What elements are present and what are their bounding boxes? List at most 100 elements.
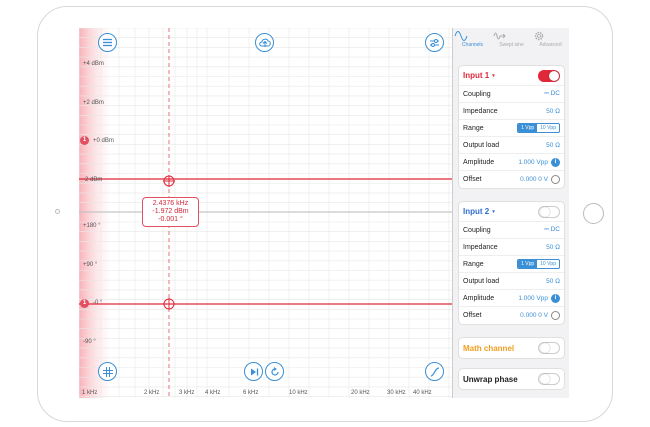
- info-icon[interactable]: i: [551, 293, 560, 303]
- range-option-10vpp[interactable]: 10 Vpp: [540, 125, 556, 131]
- input1-card: Input 1 ▾ Coupling ⎓ DC Impedance 50 Ω R…: [458, 65, 565, 189]
- math-channel-toggle[interactable]: [538, 342, 560, 354]
- input2-title: Input 2: [463, 207, 490, 216]
- gear-icon: [534, 31, 543, 41]
- input2-impedance-row[interactable]: Impedance 50 Ω: [459, 239, 564, 256]
- channel1-phase-marker[interactable]: 1: [80, 299, 89, 308]
- unwrap-phase-row[interactable]: Unwrap phase: [459, 369, 564, 389]
- input1-header[interactable]: Input 1 ▾: [459, 66, 564, 86]
- input2-offset-row[interactable]: Offset 0.000 0 V: [459, 307, 564, 324]
- range-label: Range: [463, 260, 484, 268]
- output-load-label: Output load: [463, 141, 500, 149]
- input2-amplitude-row[interactable]: Amplitude 1.000 Vpp i: [459, 290, 564, 307]
- range-segmented-control: 1 Vpp 10 Vpp: [517, 259, 560, 269]
- output-load-value: 50 Ω: [546, 277, 560, 285]
- coupling-value: ⎓ DC: [544, 226, 560, 233]
- impedance-label: Impedance: [463, 243, 498, 251]
- camera-dot: [55, 209, 60, 214]
- impedance-label: Impedance: [463, 107, 498, 115]
- input1-toggle[interactable]: [538, 69, 560, 82]
- coupling-label: Coupling: [463, 226, 491, 234]
- grid-icon: [102, 366, 113, 377]
- dc-icon: ⎓: [544, 91, 551, 97]
- menu-button[interactable]: [98, 33, 117, 52]
- autoscale-button[interactable]: [425, 362, 444, 381]
- offset-label: Offset: [463, 312, 482, 319]
- crosshair-bottom: [163, 298, 175, 310]
- cloud-upload-icon: [258, 38, 271, 47]
- x-axis-label: 10 kHz: [289, 390, 308, 396]
- x-axis-label: 2 kHz: [144, 390, 160, 396]
- output-load-label: Output load: [463, 277, 500, 285]
- settings-sliders-button[interactable]: [425, 33, 444, 52]
- input1-offset-row[interactable]: Offset 0.000 0 V: [459, 171, 564, 188]
- x-axis-label: 6 kHz: [243, 390, 259, 396]
- y-axis-label: +0 dBm: [93, 138, 114, 144]
- math-channel-card: Math channel: [458, 337, 565, 359]
- range-label: Range: [463, 124, 484, 132]
- x-axis-label: 1 kHz: [82, 390, 98, 396]
- y-axis-label: +180 °: [83, 223, 101, 229]
- plot-area[interactable]: +4 dBm +2 dBm +0 dBm -2 dBm +180 ° +90 °…: [79, 28, 452, 398]
- swept-sine-icon: [493, 32, 506, 40]
- info-icon[interactable]: i: [551, 157, 560, 167]
- gear-icon[interactable]: [551, 175, 560, 184]
- input1-amplitude-row[interactable]: Amplitude 1.000 Vpp i: [459, 154, 564, 171]
- chevron-down-icon: ▾: [492, 72, 495, 79]
- sine-wave-icon: [454, 31, 467, 41]
- y-axis-label: +4 dBm: [83, 61, 104, 67]
- input1-title: Input 1: [463, 71, 490, 80]
- cloud-upload-button[interactable]: [255, 33, 274, 52]
- plot-grid: [79, 28, 452, 398]
- input1-output-load-row[interactable]: Output load 50 Ω: [459, 137, 564, 154]
- tab-label: Swept sine: [499, 42, 524, 48]
- cursor-readout[interactable]: 2.4376 kHz -1.972 dBm -0.001 °: [142, 197, 199, 227]
- math-channel-row[interactable]: Math channel: [459, 338, 564, 358]
- x-axis-label: 4 kHz: [205, 390, 221, 396]
- settings-panel: Channels Swept sine Advanced Input 1: [452, 28, 569, 398]
- tab-advanced[interactable]: Advanced: [532, 28, 570, 56]
- amplitude-value: 1.000 Vpp: [518, 158, 548, 166]
- input2-output-load-row[interactable]: Output load 50 Ω: [459, 273, 564, 290]
- coupling-value: ⎓ DC: [544, 90, 560, 97]
- range-option-1vpp[interactable]: 1 Vpp: [518, 260, 538, 268]
- readout-phase: -0.001 °: [158, 216, 183, 223]
- unwrap-phase-card: Unwrap phase: [458, 368, 565, 390]
- y-axis-label: -0 °: [93, 300, 103, 306]
- input1-range-row: Range 1 Vpp 10 Vpp: [459, 120, 564, 137]
- input2-header[interactable]: Input 2 ▾: [459, 202, 564, 222]
- tab-label: Advanced: [539, 42, 562, 48]
- hamburger-icon: [103, 38, 112, 47]
- play-step-button[interactable]: [244, 362, 263, 381]
- y-axis-label: +90 °: [83, 262, 98, 268]
- offset-value: 0.000 0 V: [520, 312, 548, 319]
- tab-channels[interactable]: Channels: [454, 28, 492, 56]
- range-segmented-control: 1 Vpp 10 Vpp: [517, 123, 560, 133]
- readout-frequency: 2.4376 kHz: [152, 200, 189, 207]
- panel-tabs: Channels Swept sine Advanced: [453, 28, 569, 56]
- loop-button[interactable]: [265, 362, 284, 381]
- amplitude-value: 1.000 Vpp: [518, 294, 548, 302]
- input2-card: Input 2 ▾ Coupling ⎓ DC Impedance 50 Ω R…: [458, 201, 565, 325]
- offset-value: 0.000 0 V: [520, 176, 548, 183]
- gear-icon[interactable]: [551, 311, 560, 320]
- app-screen: +4 dBm +2 dBm +0 dBm -2 dBm +180 ° +90 °…: [79, 28, 569, 398]
- x-axis-label: 3 kHz: [179, 390, 195, 396]
- unwrap-phase-toggle[interactable]: [538, 373, 560, 385]
- amplitude-label: Amplitude: [463, 158, 495, 166]
- range-option-10vpp[interactable]: 10 Vpp: [540, 261, 556, 267]
- input1-coupling-row[interactable]: Coupling ⎓ DC: [459, 86, 564, 103]
- x-axis-label: 30 kHz: [387, 390, 406, 396]
- range-option-1vpp[interactable]: 1 Vpp: [518, 124, 538, 132]
- input1-impedance-row[interactable]: Impedance 50 Ω: [459, 103, 564, 120]
- amplitude-label: Amplitude: [463, 294, 495, 302]
- input2-coupling-row[interactable]: Coupling ⎓ DC: [459, 222, 564, 239]
- input2-toggle[interactable]: [538, 205, 560, 218]
- channel1-amplitude-marker[interactable]: 1: [80, 136, 89, 145]
- output-load-value: 50 Ω: [546, 141, 560, 149]
- sliders-icon: [430, 38, 439, 47]
- tab-swept-sine[interactable]: Swept sine: [493, 28, 531, 56]
- grid-button[interactable]: [98, 362, 117, 381]
- x-axis-label: 40 kHz: [413, 390, 432, 396]
- home-button[interactable]: [583, 203, 604, 224]
